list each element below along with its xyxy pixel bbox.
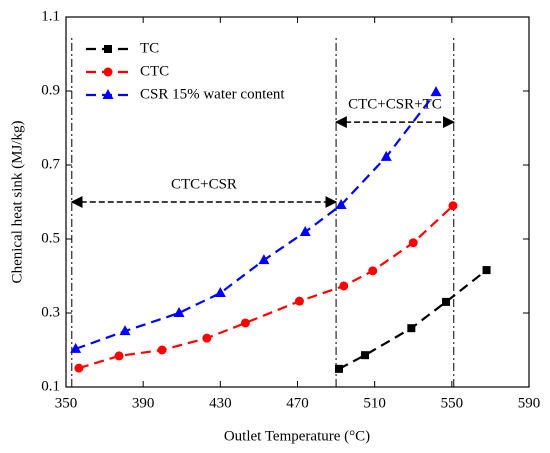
x-tick-label: 510 [363, 395, 386, 411]
series-line [75, 91, 437, 350]
marker [407, 324, 416, 333]
x-tick-label: 430 [209, 395, 232, 411]
x-axis-label: Outlet Temperature (°C) [224, 428, 370, 444]
marker [368, 266, 378, 276]
legend-label: CSR 15% water content [140, 86, 285, 102]
marker [448, 201, 458, 211]
marker [408, 238, 418, 248]
legend-marker [103, 67, 113, 77]
marker [361, 351, 370, 360]
y-tick-label: 0.7 [41, 156, 60, 172]
y-tick-label: 0.3 [41, 304, 60, 320]
x-tick-label: 350 [55, 395, 78, 411]
legend-marker [102, 89, 114, 99]
legend-marker [104, 45, 112, 53]
marker [334, 364, 343, 373]
x-tick-label: 470 [286, 395, 309, 411]
marker [299, 225, 311, 236]
legend-label: TC [140, 40, 159, 56]
y-tick-label: 0.1 [41, 378, 60, 394]
marker [380, 150, 392, 161]
x-tick-label: 550 [441, 395, 464, 411]
marker [173, 307, 185, 317]
marker [114, 351, 124, 361]
y-tick-label: 0.9 [41, 82, 60, 98]
marker [294, 296, 304, 306]
marker [240, 318, 250, 328]
marker [430, 86, 442, 97]
y-tick-label: 0.5 [41, 230, 60, 246]
marker [482, 266, 491, 275]
series-line [78, 204, 454, 370]
annotation-text: CTC+CSR+TC [348, 97, 442, 113]
marker [74, 363, 84, 373]
y-axis-label: Chenical heat sink (MJ/kg) [9, 121, 25, 284]
marker [202, 333, 212, 343]
marker [258, 254, 270, 265]
marker [70, 342, 82, 353]
x-tick-label: 390 [132, 395, 155, 411]
marker [442, 297, 451, 306]
marker [119, 325, 131, 336]
annotation-text: CTC+CSR [171, 176, 237, 192]
marker [157, 345, 167, 355]
x-tick-label: 590 [518, 395, 541, 411]
marker [214, 287, 226, 298]
marker [335, 198, 347, 209]
legend-label: CTC [140, 63, 169, 79]
marker [339, 281, 349, 291]
y-tick-label: 1.1 [41, 8, 60, 24]
